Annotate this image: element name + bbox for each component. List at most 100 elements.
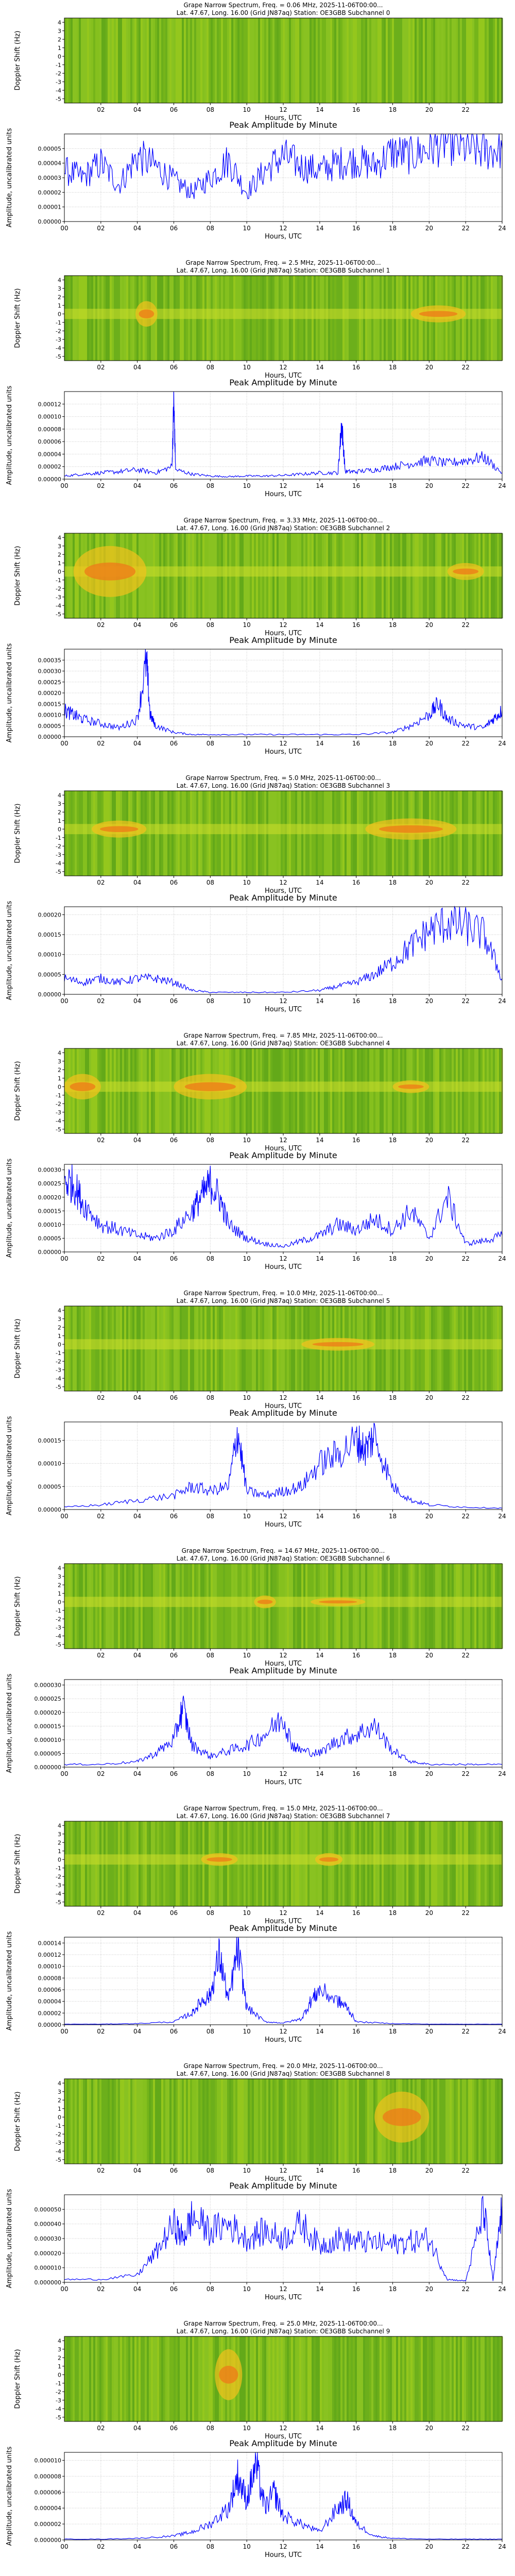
spectrogram-stripe [207, 18, 209, 103]
spectrogram-stripe [450, 18, 452, 103]
spectrogram-panel: Grape Narrow Spectrum, Freq. = 10.0 MHz,… [14, 1290, 503, 1410]
x-tick-label: 20 [425, 997, 433, 1005]
x-tick-label: 24 [498, 1513, 506, 1520]
spectrogram-stripe [281, 2079, 283, 2164]
spectrogram-stripe [402, 18, 404, 103]
x-tick-label: 12 [279, 1255, 287, 1262]
x-tick-label: 06 [170, 1513, 178, 1520]
spectrogram-stripe [266, 2079, 268, 2164]
x-tick-label: 14 [316, 1137, 323, 1144]
spectrogram-stripe [227, 18, 229, 103]
y-tick-label: 1 [58, 560, 61, 567]
spectrogram-stripe [227, 2079, 229, 2164]
spectrogram-stripe [322, 2079, 324, 2164]
y-tick-label: -2 [56, 2388, 61, 2395]
spectrogram-hotspot-core [184, 1082, 236, 1091]
spectrogram-stripe [174, 18, 176, 103]
spectrogram-stripe [489, 18, 491, 103]
x-tick-label: 04 [133, 2028, 141, 2035]
spectrogram-stripe [239, 18, 242, 103]
x-tick-label: 04 [133, 364, 141, 371]
x-tick-label: 14 [316, 2543, 323, 2550]
x-tick-label: 16 [352, 621, 360, 629]
spectrogram-stripe [134, 18, 136, 103]
spectrogram-stripe [349, 2336, 351, 2421]
spectrogram-stripe [200, 18, 202, 103]
x-tick-label: 20 [425, 1652, 433, 1659]
y-tick-label: 1 [58, 2106, 61, 2112]
spectrogram-stripe [295, 2079, 297, 2164]
spectrogram-stripe [408, 2336, 410, 2421]
spectrogram-stripe [377, 18, 380, 103]
spectrogram-stripe [324, 2079, 326, 2164]
spectrogram-stripe [285, 2336, 287, 2421]
spectrogram-stripe [211, 18, 213, 103]
spectrogram-stripe [487, 2336, 489, 2421]
spectrogram-stripe [264, 2079, 266, 2164]
x-tick-label: 04 [133, 621, 141, 629]
y-tick-label: 0.000004 [35, 2505, 62, 2512]
x-tick-label: 24 [498, 2543, 506, 2550]
spectrogram-stripe [342, 18, 345, 103]
x-tick-label: 04 [133, 225, 141, 232]
spectrogram-stripe [458, 2079, 460, 2164]
amplitude-series-line [64, 1937, 503, 2025]
spectrogram-stripe [289, 2079, 291, 2164]
spectrogram-stripe [464, 2336, 466, 2421]
spectrogram-stripe [454, 18, 456, 103]
x-tick-label: 12 [279, 2285, 287, 2293]
spectrogram-stripe [248, 2079, 250, 2164]
y-tick-label: -5 [56, 1899, 61, 1906]
x-tick-label: 14 [316, 364, 323, 371]
y-tick-label: 0.00004 [38, 1998, 62, 2005]
spectrogram-stripe [456, 2079, 458, 2164]
spectrogram-stripe [375, 18, 377, 103]
spectrogram-stripe [353, 18, 355, 103]
spectrogram-stripe [246, 2079, 248, 2164]
spectrogram-stripe [285, 2079, 287, 2164]
spectrogram-stripe [95, 2079, 97, 2164]
x-tick-label: 02 [97, 879, 105, 886]
y-tick-label: 0 [58, 826, 61, 833]
spectrogram-stripe [388, 2336, 390, 2421]
x-tick-label: 04 [133, 106, 141, 113]
spectrogram-stripe [87, 2336, 89, 2421]
spectrogram-stripe [345, 2336, 347, 2421]
y-axis-label: Amplitude, uncalibrated units [6, 385, 13, 485]
y-tick-label: 0.00015 [38, 1437, 62, 1444]
spectrogram-title-line1: Grape Narrow Spectrum, Freq. = 2.5 MHz, … [185, 259, 381, 266]
amplitude-frame [64, 1164, 503, 1252]
x-tick-label: 10 [243, 1137, 251, 1144]
y-tick-label: -4 [56, 1633, 61, 1639]
spectrogram-stripe [256, 18, 258, 103]
y-tick-label: -4 [56, 1375, 61, 1382]
y-tick-label: 0.00008 [38, 1975, 62, 1981]
spectrogram-stripe [128, 18, 130, 103]
x-tick-label: 14 [316, 482, 323, 489]
x-tick-label: 08 [207, 997, 214, 1005]
x-tick-label: 08 [207, 1770, 214, 1777]
spectrogram-stripe [106, 18, 108, 103]
spectrogram-stripe [390, 18, 392, 103]
spectrogram-stripe [159, 2079, 161, 2164]
x-tick-label: 02 [97, 621, 105, 629]
spectrogram-stripe [303, 18, 305, 103]
x-tick-label: 14 [316, 997, 323, 1005]
spectrogram-stripe [303, 2079, 305, 2164]
spectrogram-stripe [250, 2079, 252, 2164]
y-tick-label: -1 [56, 2123, 61, 2129]
x-tick-label: 08 [207, 740, 214, 747]
spectrogram-stripe [318, 2079, 320, 2164]
spectrogram-stripe [124, 2336, 126, 2421]
spectrogram-title-line1: Grape Narrow Spectrum, Freq. = 10.0 MHz,… [184, 1290, 383, 1297]
y-tick-label: -2 [56, 1616, 61, 1622]
spectrogram-stripe [334, 2336, 336, 2421]
spectrogram-stripe [289, 2336, 291, 2421]
spectrogram-stripe [68, 2336, 71, 2421]
spectrogram-stripe [83, 2079, 85, 2164]
spectrogram-stripe [474, 2079, 476, 2164]
x-tick-label: 16 [352, 1255, 360, 1262]
spectrogram-stripe [443, 2079, 445, 2164]
x-tick-label: 02 [97, 225, 105, 232]
x-tick-label: 20 [425, 2425, 433, 2432]
